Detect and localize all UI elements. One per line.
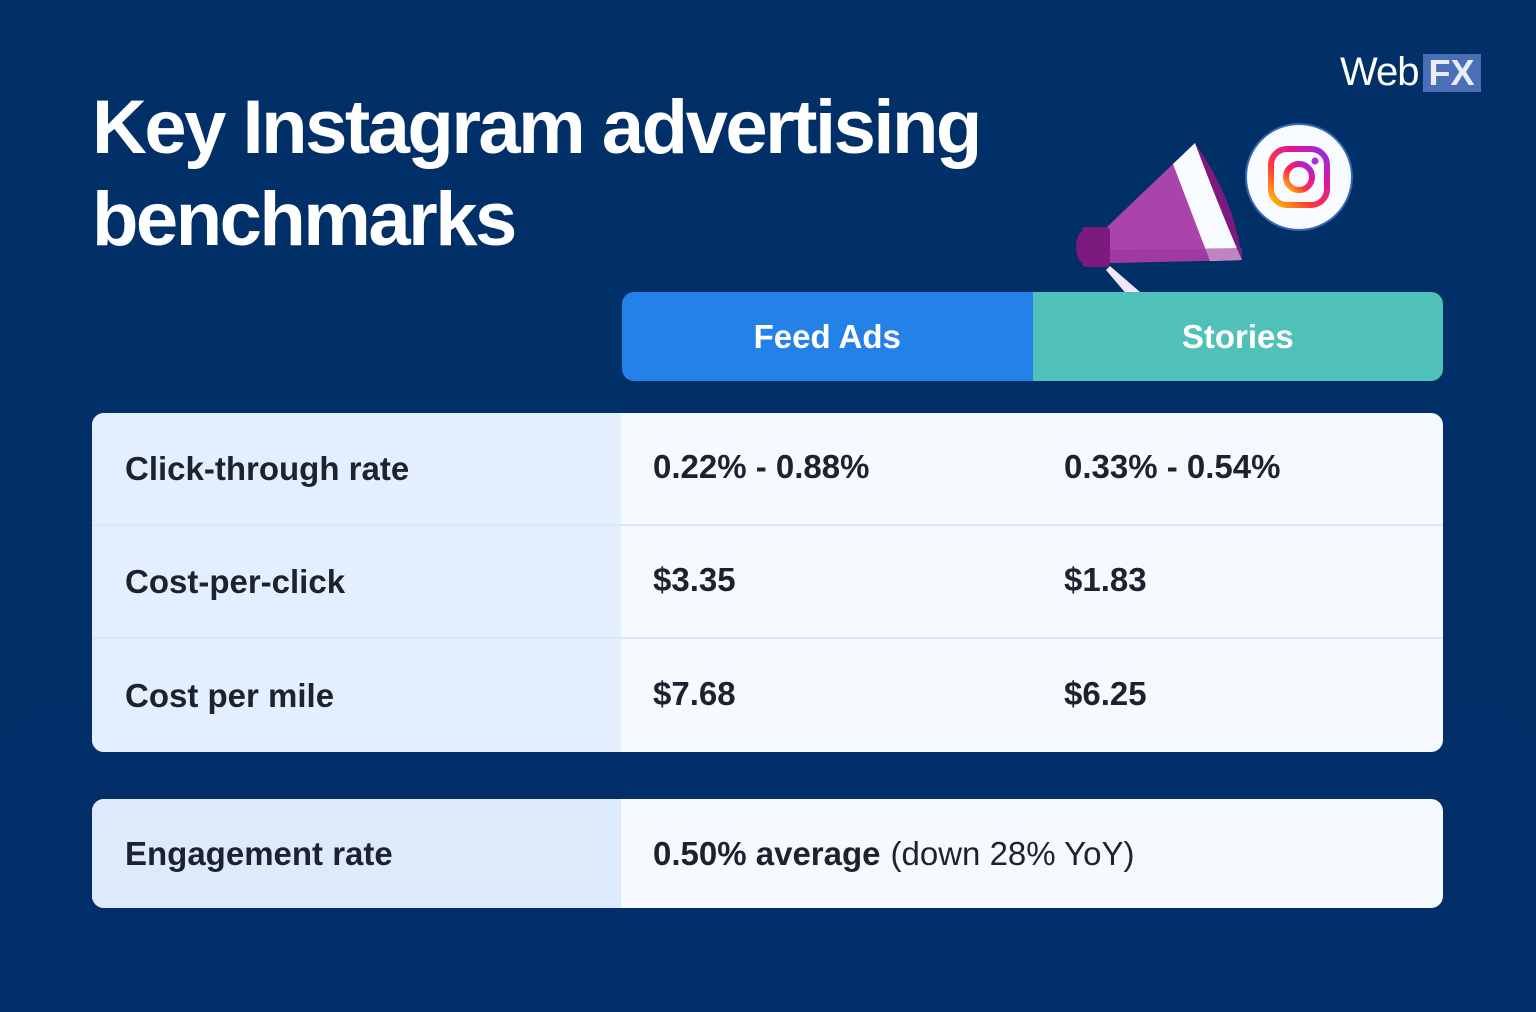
logo-web: Web — [1340, 50, 1420, 94]
column-headers: Feed Ads Stories — [622, 292, 1443, 381]
header-feed-ads: Feed Ads — [622, 292, 1033, 381]
engagement-note: (down 28% YoY) — [890, 834, 1135, 872]
logo-fx: FX — [1422, 53, 1481, 92]
header-stories: Stories — [1032, 292, 1443, 381]
instagram-icon — [1268, 146, 1330, 208]
table-row: Cost-per-click $3.35 $1.83 — [92, 526, 1443, 639]
feed-ads-value: $3.35 — [653, 560, 736, 598]
stories-value: 0.33% - 0.54% — [1064, 447, 1281, 485]
benchmarks-table: Click-through rate 0.22% - 0.88% 0.33% -… — [92, 413, 1443, 752]
engagement-value: 0.50% average — [653, 834, 881, 872]
table-row: Click-through rate 0.22% - 0.88% 0.33% -… — [92, 413, 1443, 526]
page-title: Key Instagram advertising benchmarks — [92, 82, 982, 266]
engagement-card: Engagement rate 0.50% average (down 28% Y… — [92, 799, 1443, 908]
title-line-1: Key Instagram advertising — [92, 85, 982, 170]
engagement-label: Engagement rate — [92, 799, 621, 908]
row-label: Cost per mile — [92, 639, 621, 752]
engagement-row: Engagement rate 0.50% average (down 28% Y… — [92, 799, 1443, 908]
row-label: Cost-per-click — [92, 526, 621, 637]
table-row: Cost per mile $7.68 $6.25 — [92, 639, 1443, 752]
title-line-2: benchmarks — [92, 177, 517, 262]
engagement-value-cell: 0.50% average (down 28% YoY) — [621, 799, 1135, 908]
instagram-badge — [1245, 123, 1353, 231]
megaphone-icon — [1076, 143, 1242, 296]
feed-ads-value: $7.68 — [653, 674, 736, 712]
feed-ads-value: 0.22% - 0.88% — [653, 447, 870, 485]
stories-value: $6.25 — [1064, 674, 1147, 712]
webfx-logo: Web FX — [1340, 50, 1481, 95]
stories-value: $1.83 — [1064, 560, 1147, 598]
row-label: Click-through rate — [92, 413, 621, 524]
